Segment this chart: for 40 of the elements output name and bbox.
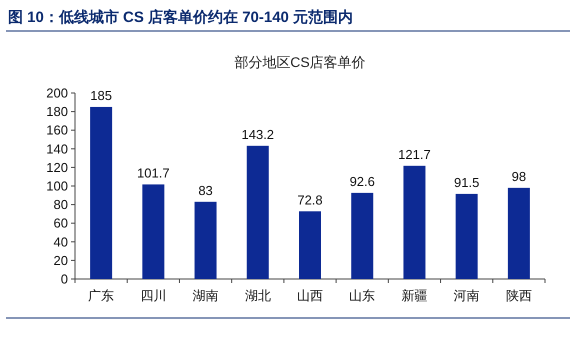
x-tick-label: 湖北 xyxy=(244,288,271,303)
y-tick-label: 40 xyxy=(54,234,68,250)
x-tick-label: 山西 xyxy=(297,288,323,303)
bar xyxy=(351,192,374,279)
bar xyxy=(142,184,164,279)
data-label: 72.8 xyxy=(297,192,323,208)
y-tick-label: 180 xyxy=(46,104,68,120)
x-tick-label: 四川 xyxy=(140,288,166,303)
x-tick-label: 陕西 xyxy=(506,288,532,303)
x-tick-label: 新疆 xyxy=(401,288,428,303)
data-label: 91.5 xyxy=(454,174,480,190)
data-label: 98 xyxy=(512,168,526,184)
y-tick-label: 200 xyxy=(46,86,68,100)
data-label: 185 xyxy=(90,88,112,103)
y-tick-label: 140 xyxy=(46,141,68,156)
bar xyxy=(246,146,269,279)
y-tick-label: 0 xyxy=(60,272,68,286)
bar xyxy=(299,211,321,279)
bar xyxy=(90,106,112,279)
chart-subtitle: 部分地区CS店客单价 xyxy=(234,54,366,70)
data-label: 121.7 xyxy=(398,146,431,162)
x-tick-label: 河南 xyxy=(454,288,480,303)
chart-title: 图 10：低线城市 CS 店客单价约在 70-140 元范围内 xyxy=(8,8,354,26)
y-tick-label: 120 xyxy=(46,160,68,175)
y-tick-label: 100 xyxy=(46,178,68,194)
x-tick-label: 湖南 xyxy=(192,288,219,303)
y-tick-label: 60 xyxy=(54,216,68,231)
data-label: 83 xyxy=(198,182,213,198)
x-tick-label: 山东 xyxy=(349,288,376,303)
data-label: 101.7 xyxy=(137,165,170,180)
bar xyxy=(456,194,478,279)
data-label: 143.2 xyxy=(242,126,274,142)
y-tick-label: 80 xyxy=(54,197,68,212)
x-tick-label: 广东 xyxy=(88,288,114,303)
y-tick-label: 160 xyxy=(46,122,68,138)
y-tick-label: 20 xyxy=(54,252,68,268)
data-label: 92.6 xyxy=(350,174,375,189)
bar xyxy=(403,166,426,279)
bar xyxy=(508,188,530,279)
bar xyxy=(194,202,217,279)
